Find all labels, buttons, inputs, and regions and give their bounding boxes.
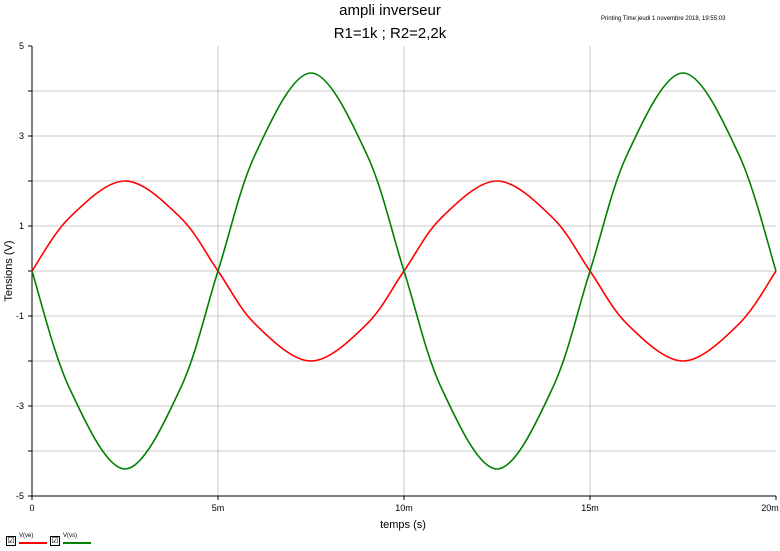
- legend-item-ve[interactable]: ☑ V(ve): [6, 533, 49, 547]
- legend-label-ve: V(ve): [19, 533, 34, 539]
- x-tick-label: 20m: [761, 503, 779, 513]
- printing-time: Printing Time:jeudi 1 novembre 2018, 19:…: [601, 16, 726, 22]
- y-tick-label: -1: [16, 311, 24, 321]
- y-tick-label: 1: [19, 221, 24, 231]
- x-tick-label: 0: [29, 503, 34, 513]
- series-line-vs: [31, 72, 777, 470]
- tick-marks: [28, 45, 777, 500]
- series-lines: [31, 72, 777, 470]
- legend-item-vs[interactable]: ☑ V(vs): [50, 533, 93, 547]
- x-tick-label: 5m: [212, 503, 225, 513]
- y-axis-label: Tensions (V): [3, 240, 15, 301]
- x-axis-label: temps (s): [380, 519, 426, 531]
- x-tick-label: 15m: [581, 503, 599, 513]
- tick-labels: 0 5m 10m 15m 20m 5 3 1 -1 -3 -5: [16, 41, 779, 513]
- y-tick-label: -3: [16, 401, 24, 411]
- legend-swatch-vs: [63, 542, 91, 544]
- legend-checkbox-vs[interactable]: ☑: [50, 536, 60, 546]
- y-tick-label: 3: [19, 131, 24, 141]
- chart-subtitle: R1=1k ; R2=2,2k: [333, 25, 447, 42]
- legend-swatch-ve: [19, 542, 47, 544]
- chart-title: ampli inverseur: [339, 2, 441, 19]
- legend-checkbox-ve[interactable]: ☑: [6, 536, 16, 546]
- legend-label-vs: V(vs): [63, 533, 77, 539]
- x-tick-label: 10m: [395, 503, 413, 513]
- y-tick-label: 5: [19, 41, 24, 51]
- y-tick-label: -5: [16, 491, 24, 501]
